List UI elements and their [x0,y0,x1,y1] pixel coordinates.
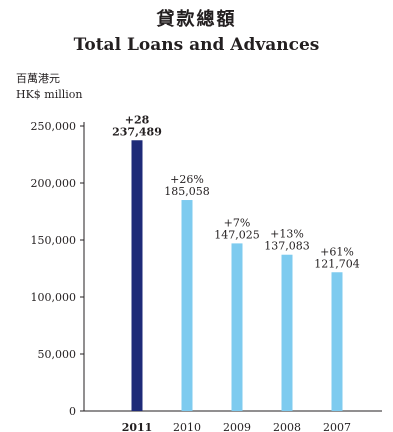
y-tick-label: 100,000 [31,291,77,304]
value-label-2010: 185,058 [164,185,210,198]
growth-label-2007: +61% [320,245,354,258]
growth-label-2008: +13% [270,228,304,241]
chart-title: 貸款總額 [156,9,237,30]
x-tick-label-2009: 2009 [223,421,251,432]
bar-2009 [231,243,243,411]
y-tick-label: 200,000 [31,177,77,190]
bar-2007 [331,272,343,411]
value-label-2009: 147,025 [214,228,260,241]
y-tick-label: 150,000 [31,234,77,247]
bar-2008 [281,254,293,411]
y-tick-label: 0 [69,405,76,418]
value-label-2011: 237,489 [112,125,162,138]
growth-label-2010: +26% [170,173,204,186]
x-tick-label-2008: 2008 [273,421,301,432]
y-tick-label: 50,000 [38,348,77,361]
growth-label-2009: +7% [224,216,251,229]
value-label-2007: 121,704 [314,257,360,270]
chart-subtitle: Total Loans and Advances [73,35,320,55]
y-axis-unit: HK$ million [16,88,83,101]
x-tick-label-2011: 2011 [122,421,153,432]
y-axis-unit-chinese: 百萬港元 [16,72,60,85]
x-tick-label-2010: 2010 [173,421,201,432]
value-label-2008: 137,083 [264,240,310,253]
growth-label-2011: +28 [125,113,150,126]
x-tick-label-2007: 2007 [323,421,351,432]
bar-2011 [131,140,143,411]
bar-2010 [181,200,193,411]
y-tick-label: 250,000 [31,120,77,133]
